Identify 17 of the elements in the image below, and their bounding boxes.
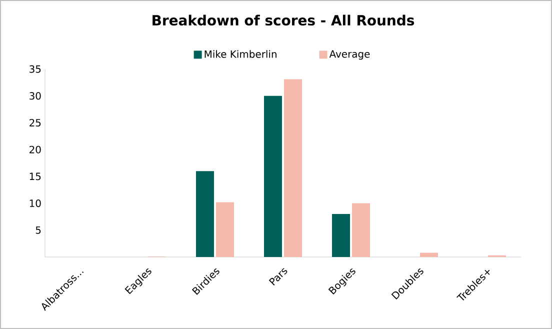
bar bbox=[332, 214, 350, 257]
bar bbox=[216, 202, 234, 257]
y-tick-label: 25 bbox=[30, 118, 41, 127]
bar bbox=[284, 79, 302, 257]
bar bbox=[264, 96, 282, 257]
chart-title: Breakdown of scores - All Rounds bbox=[152, 14, 414, 26]
y-tick-label: 15 bbox=[30, 172, 41, 180]
bar bbox=[352, 203, 370, 257]
legend-label: Mike Kimberlin bbox=[204, 50, 276, 58]
y-tick-label: 30 bbox=[30, 92, 41, 100]
y-tick-label: 5 bbox=[36, 226, 41, 234]
y-tick-label: 35 bbox=[30, 65, 41, 73]
y-tick-label: 20 bbox=[30, 146, 41, 154]
legend-label: Average bbox=[329, 50, 370, 60]
bar bbox=[420, 252, 438, 257]
y-tick-label: 10 bbox=[30, 200, 41, 208]
bar bbox=[196, 171, 214, 257]
